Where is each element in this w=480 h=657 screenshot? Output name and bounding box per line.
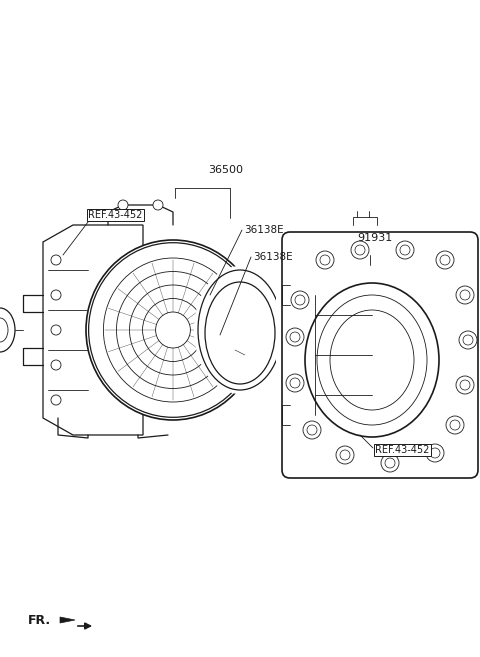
Circle shape <box>426 444 444 462</box>
Circle shape <box>381 454 399 472</box>
Text: 91931: 91931 <box>357 233 392 243</box>
Circle shape <box>316 251 334 269</box>
Circle shape <box>153 200 163 210</box>
Circle shape <box>446 416 464 434</box>
Circle shape <box>291 291 309 309</box>
Circle shape <box>446 416 464 434</box>
Ellipse shape <box>194 266 286 394</box>
Text: 36500: 36500 <box>208 165 243 175</box>
Circle shape <box>336 446 354 464</box>
Circle shape <box>303 421 321 439</box>
Circle shape <box>456 286 474 304</box>
Circle shape <box>303 421 321 439</box>
Circle shape <box>456 376 474 394</box>
Polygon shape <box>60 617 75 623</box>
Circle shape <box>456 376 474 394</box>
Circle shape <box>286 374 304 392</box>
Circle shape <box>459 331 477 349</box>
Text: 36138E: 36138E <box>244 225 284 235</box>
Text: REF.43-452: REF.43-452 <box>375 445 430 455</box>
Circle shape <box>286 374 304 392</box>
Text: 36138E: 36138E <box>253 252 293 262</box>
Circle shape <box>396 241 414 259</box>
Circle shape <box>51 255 61 265</box>
Ellipse shape <box>0 308 15 352</box>
Ellipse shape <box>89 242 257 417</box>
FancyBboxPatch shape <box>282 232 478 478</box>
Circle shape <box>396 241 414 259</box>
Circle shape <box>286 328 304 346</box>
Circle shape <box>381 454 399 472</box>
Ellipse shape <box>154 310 192 350</box>
Circle shape <box>51 290 61 300</box>
Circle shape <box>456 286 474 304</box>
Circle shape <box>436 251 454 269</box>
Circle shape <box>351 241 369 259</box>
Circle shape <box>118 200 128 210</box>
Ellipse shape <box>85 240 261 420</box>
Circle shape <box>316 251 334 269</box>
Circle shape <box>291 291 309 309</box>
Circle shape <box>51 325 61 335</box>
Text: FR.: FR. <box>28 614 51 627</box>
Text: REF.43-452: REF.43-452 <box>88 210 143 220</box>
Polygon shape <box>43 225 143 435</box>
Circle shape <box>351 241 369 259</box>
Circle shape <box>459 331 477 349</box>
Circle shape <box>51 395 61 405</box>
Ellipse shape <box>86 240 260 420</box>
Ellipse shape <box>304 283 440 438</box>
Circle shape <box>336 446 354 464</box>
FancyBboxPatch shape <box>40 222 221 438</box>
Circle shape <box>436 251 454 269</box>
Circle shape <box>286 328 304 346</box>
Circle shape <box>51 360 61 370</box>
Circle shape <box>426 444 444 462</box>
FancyBboxPatch shape <box>276 226 480 484</box>
Ellipse shape <box>305 283 439 437</box>
